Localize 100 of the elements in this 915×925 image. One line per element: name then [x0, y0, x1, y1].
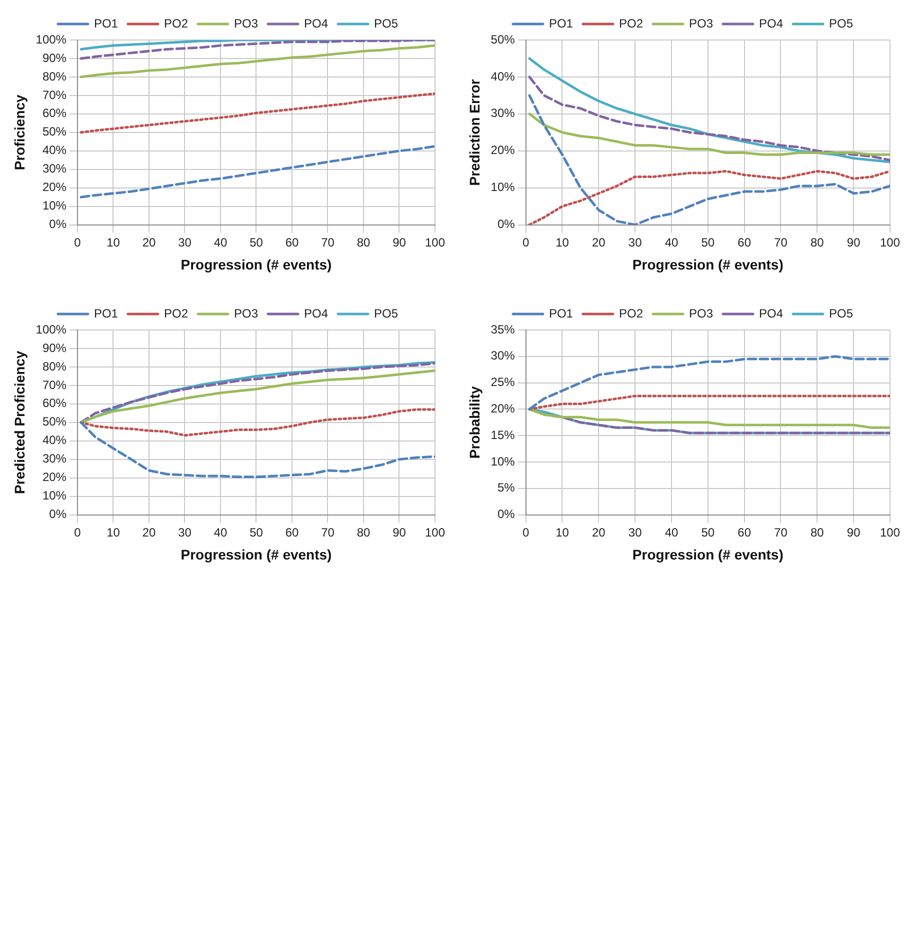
- legend-label: PO1: [94, 16, 118, 30]
- x-tick-label: 30: [178, 525, 192, 540]
- y-tick-label: 15%: [490, 428, 516, 442]
- legend-label: PO5: [829, 16, 854, 30]
- y-tick-label: 10%: [490, 454, 516, 468]
- x-tick-label: 30: [628, 235, 642, 250]
- legend-label: PO4: [759, 16, 784, 30]
- y-tick-label: 40%: [490, 69, 516, 84]
- y-tick-label: 60%: [42, 106, 67, 120]
- y-tick-label: 90%: [42, 50, 67, 65]
- x-tick-label: 0: [522, 235, 530, 250]
- y-tick-label: 30%: [42, 452, 67, 466]
- y-axis-title: Prediction Error: [466, 78, 482, 186]
- x-tick-label: 70: [321, 235, 335, 250]
- y-tick-label: 30%: [490, 348, 516, 363]
- x-tick-label: 20: [142, 525, 156, 540]
- y-tick-label: 25%: [490, 375, 516, 390]
- y-tick-label: 0%: [497, 217, 516, 232]
- legend-label: PO5: [374, 16, 398, 30]
- y-axis-title: Probability: [466, 386, 482, 459]
- x-tick-label: 100: [424, 235, 446, 250]
- y-tick-label: 70%: [42, 378, 67, 392]
- y-axis-title: Predicted Proficiency: [11, 350, 28, 494]
- y-tick-label: 60%: [42, 396, 67, 410]
- x-tick-label: 80: [356, 235, 370, 250]
- y-tick-label: 70%: [42, 88, 67, 102]
- y-tick-label: 30%: [42, 162, 67, 176]
- x-tick-label: 30: [628, 525, 642, 540]
- legend-label: PO5: [374, 306, 398, 320]
- y-tick-label: 50%: [42, 414, 67, 429]
- x-tick-label: 0: [74, 525, 82, 540]
- y-tick-label: 90%: [42, 340, 67, 355]
- y-tick-label: 80%: [42, 359, 67, 374]
- x-tick-label: 80: [810, 235, 824, 250]
- y-tick-label: 20%: [490, 402, 516, 416]
- legend-label: PO5: [829, 306, 854, 320]
- legend-label: PO4: [304, 16, 328, 30]
- legend-label: PO3: [688, 306, 714, 320]
- legend-label: PO2: [618, 306, 644, 320]
- legend-label: PO1: [548, 306, 574, 320]
- x-tick-label: 60: [738, 525, 752, 540]
- legend-label: PO3: [234, 306, 258, 320]
- x-tick-label: 40: [214, 235, 228, 250]
- legend-label: PO1: [548, 16, 574, 30]
- y-tick-label: 30%: [490, 106, 516, 120]
- x-tick-label: 70: [774, 235, 788, 250]
- x-tick-label: 100: [880, 525, 900, 540]
- x-tick-label: 20: [592, 525, 606, 540]
- x-tick-label: 50: [250, 235, 264, 250]
- x-tick-label: 50: [701, 525, 715, 540]
- y-tick-label: 40%: [42, 433, 67, 448]
- x-tick-label: 40: [664, 235, 678, 250]
- y-tick-label: 80%: [42, 69, 67, 84]
- x-tick-label: 90: [392, 525, 406, 540]
- legend-label: PO2: [164, 306, 188, 320]
- legend-label: PO4: [759, 306, 784, 320]
- x-tick-label: 0: [74, 235, 82, 250]
- y-tick-label: 10%: [490, 180, 516, 194]
- y-tick-label: 40%: [42, 143, 67, 158]
- x-tick-label: 100: [424, 525, 446, 540]
- x-tick-label: 20: [142, 235, 156, 250]
- y-tick-label: 5%: [497, 480, 516, 495]
- x-tick-label: 90: [392, 235, 406, 250]
- x-tick-label: 0: [522, 525, 530, 540]
- x-tick-label: 10: [556, 235, 570, 250]
- x-tick-label: 90: [846, 525, 861, 540]
- legend-label: PO2: [164, 16, 188, 30]
- x-tick-label: 80: [810, 525, 824, 540]
- x-tick-label: 10: [106, 235, 120, 250]
- y-tick-label: 20%: [42, 470, 67, 484]
- legend-label: PO3: [234, 16, 258, 30]
- x-axis-title: Progression (# events): [632, 256, 784, 272]
- x-axis-title: Progression (# events): [180, 546, 332, 562]
- x-tick-label: 50: [701, 235, 715, 250]
- x-tick-label: 10: [106, 525, 120, 540]
- legend-label: PO1: [94, 306, 118, 320]
- y-tick-label: 35%: [490, 322, 516, 336]
- x-tick-label: 30: [178, 235, 192, 250]
- legend-label: PO2: [618, 16, 644, 30]
- x-tick-label: 40: [664, 525, 678, 540]
- y-tick-label: 0%: [497, 507, 516, 522]
- y-tick-label: 0%: [49, 217, 67, 232]
- x-tick-label: 90: [846, 235, 861, 250]
- x-tick-label: 60: [285, 235, 299, 250]
- x-tick-label: 100: [880, 235, 900, 250]
- legend-label: PO4: [304, 306, 328, 320]
- y-tick-label: 20%: [42, 180, 67, 194]
- x-tick-label: 60: [285, 525, 299, 540]
- x-axis-title: Progression (# events): [180, 256, 332, 272]
- x-tick-label: 70: [774, 525, 788, 540]
- y-axis-title: Proficiency: [11, 94, 28, 170]
- y-tick-label: 100%: [36, 322, 67, 336]
- y-tick-label: 20%: [490, 143, 516, 158]
- x-tick-label: 80: [356, 525, 370, 540]
- x-axis-title: Progression (# events): [632, 546, 784, 562]
- y-tick-label: 10%: [42, 198, 67, 213]
- x-tick-label: 70: [321, 525, 335, 540]
- x-tick-label: 10: [556, 525, 570, 540]
- x-tick-label: 60: [738, 235, 752, 250]
- y-tick-label: 50%: [490, 32, 516, 46]
